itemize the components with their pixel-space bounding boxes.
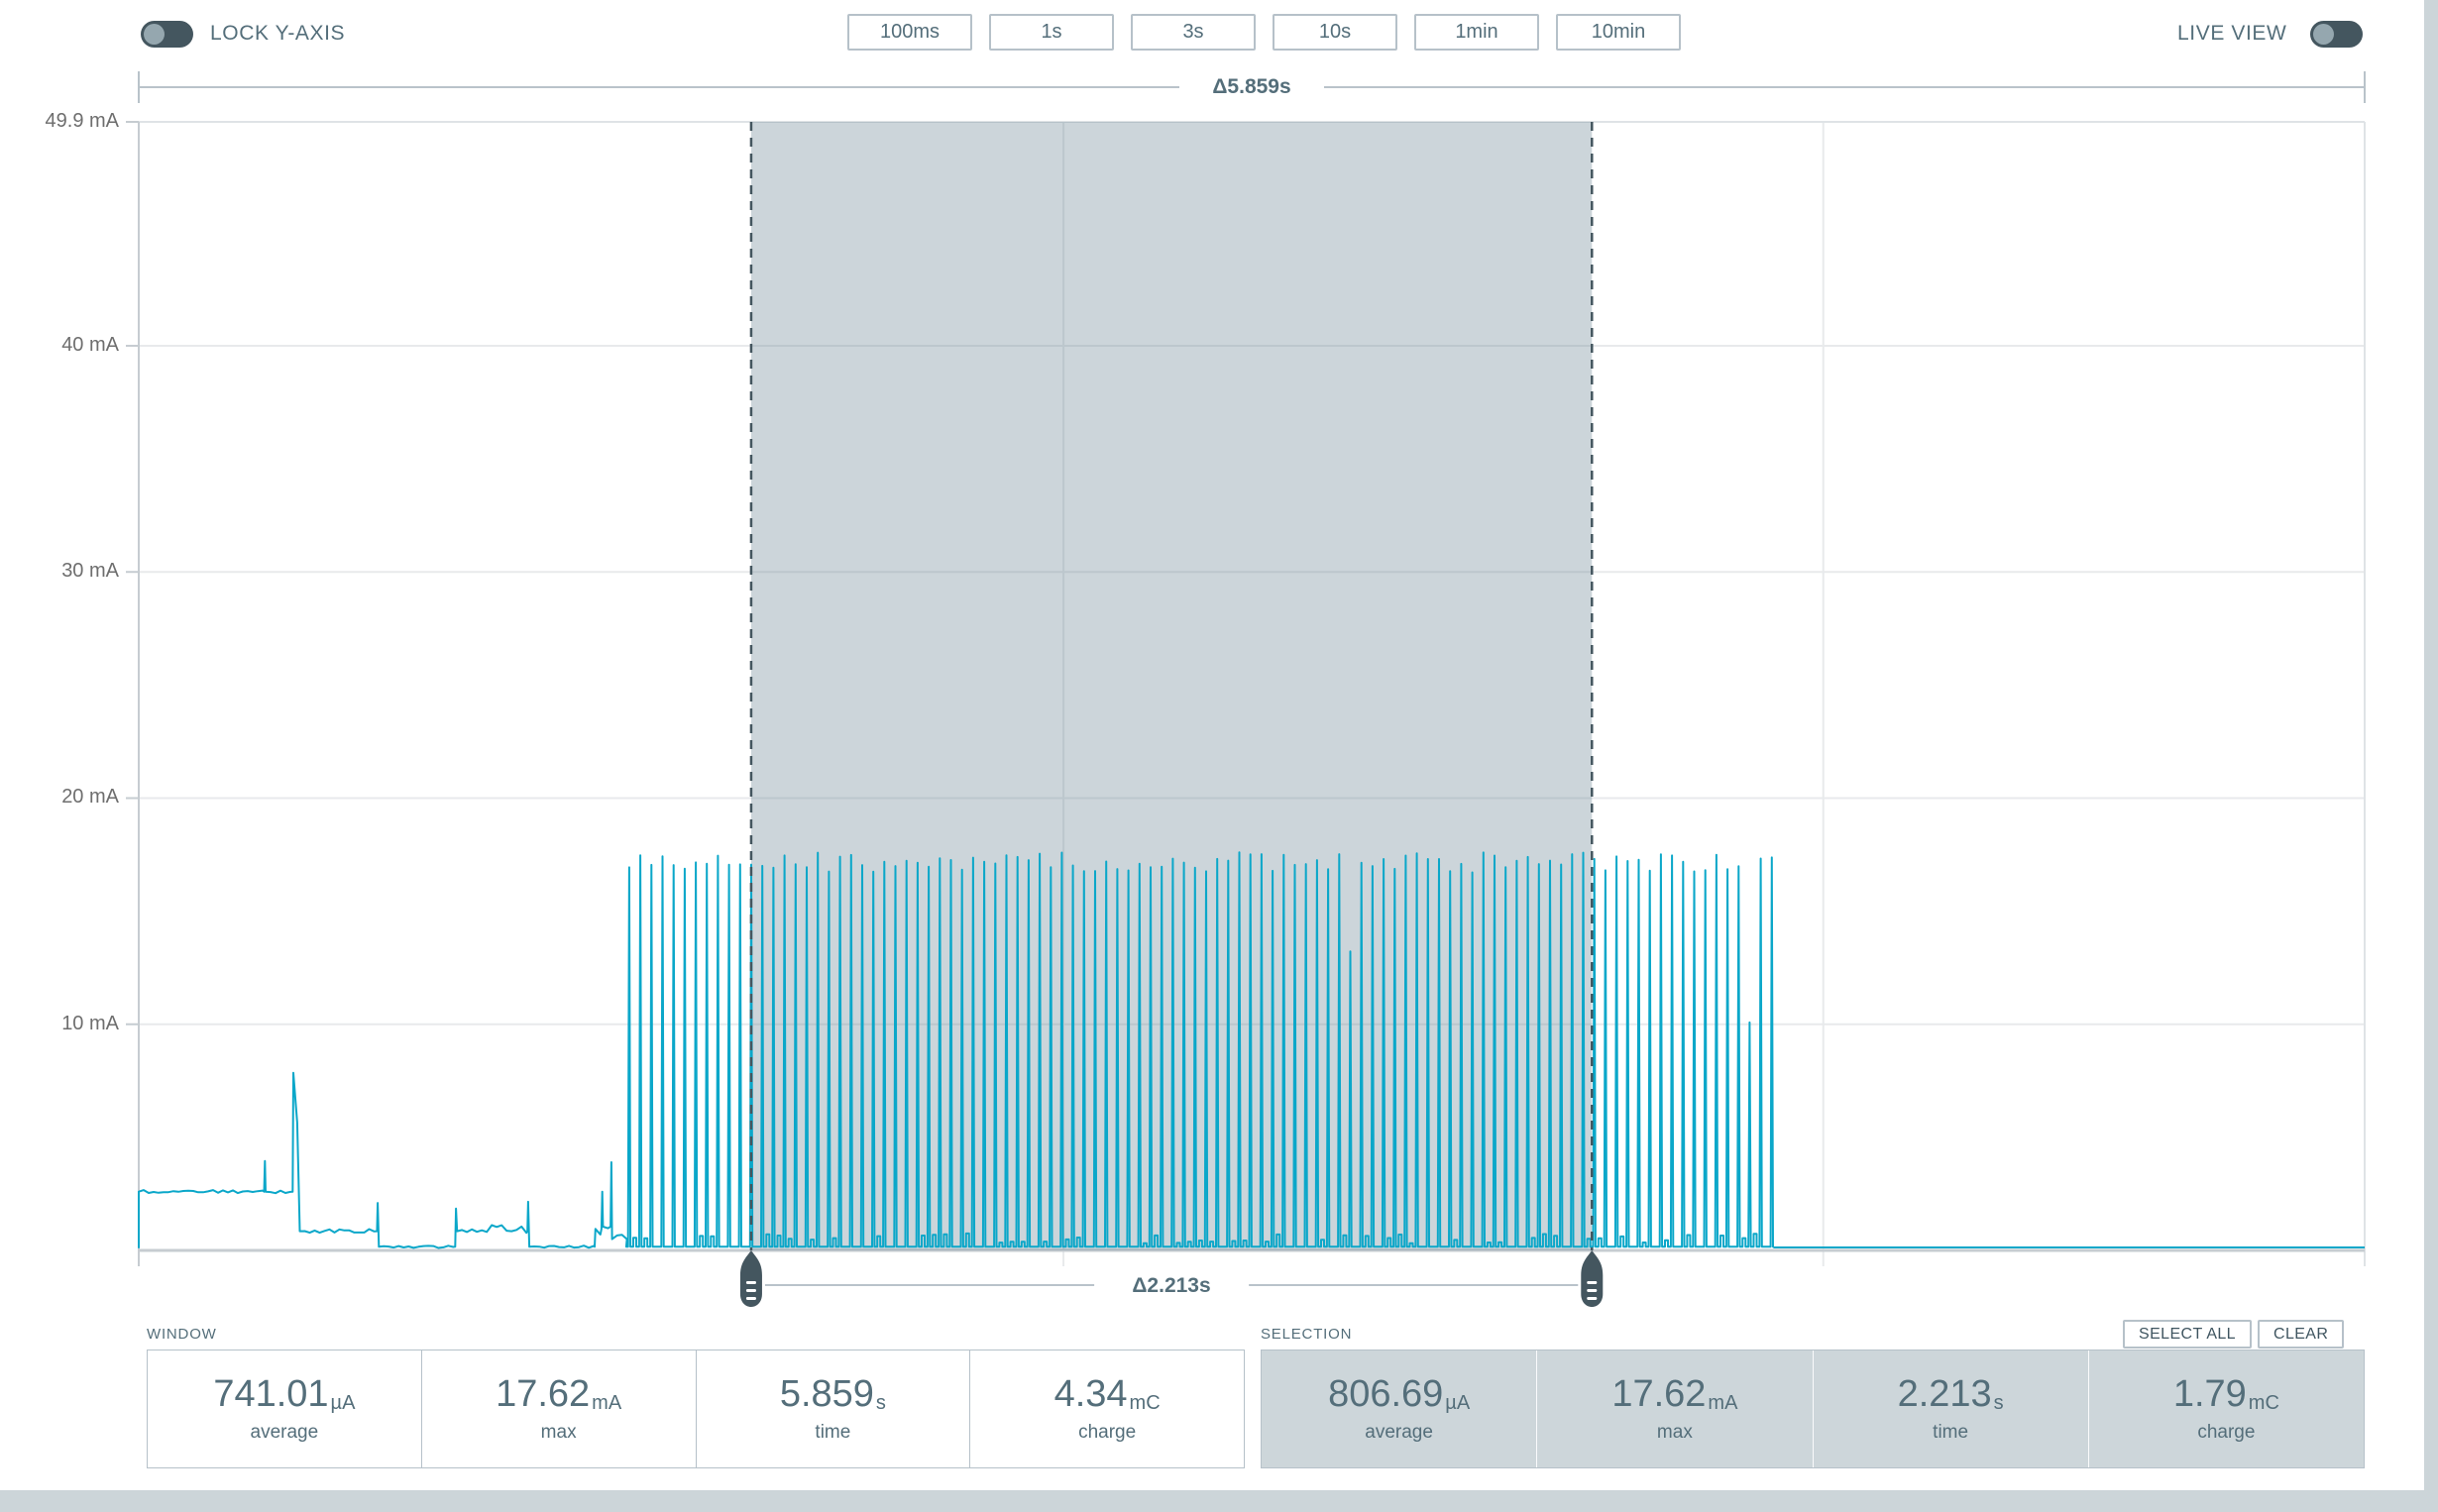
live-view-toggle[interactable] <box>2310 21 2363 48</box>
stat-value-unit: mA <box>592 1391 622 1414</box>
stat-label: time <box>1933 1421 1969 1443</box>
live-view-label: LIVE VIEW <box>2177 22 2287 45</box>
selection-handle-right[interactable] <box>1581 1250 1604 1307</box>
handle-grip-line <box>745 1297 756 1300</box>
vertical-scrollbar[interactable] <box>2424 0 2438 1490</box>
live-view-toggle-knob <box>2313 24 2334 45</box>
selection-stat-max: 17.62 mA max <box>1536 1350 1812 1467</box>
selection-stats-panel: 806.69 µA average 17.62 mA max 2.213 s time 1.79 m… <box>1261 1350 2365 1468</box>
range-button-3s[interactable]: 3s <box>1131 14 1256 51</box>
stat-label: max <box>1656 1421 1693 1443</box>
selection-handle-left[interactable] <box>739 1250 762 1307</box>
clear-button[interactable]: CLEAR <box>2257 1320 2345 1349</box>
select-all-button[interactable]: SELECT ALL <box>2123 1320 2252 1349</box>
range-button-10s[interactable]: 10s <box>1273 14 1397 51</box>
handle-grip-line <box>745 1281 756 1284</box>
selection-actions: SELECT ALL CLEAR <box>2123 1320 2345 1349</box>
range-button-100ms[interactable]: 100ms <box>847 14 972 51</box>
stat-value-number: 17.62 <box>1611 1372 1707 1415</box>
stat-value-number: 4.34 <box>1053 1372 1128 1415</box>
stat-value-number: 741.01 <box>213 1372 329 1415</box>
selection-stat-time: 2.213 s time <box>1812 1350 2088 1467</box>
stat-label: max <box>540 1421 577 1443</box>
stat-value-unit: µA <box>1445 1391 1471 1414</box>
stat-value-unit: s <box>1993 1391 2004 1414</box>
stat-label: average <box>1365 1421 1433 1443</box>
window-stats-panel: 741.01 µA average 17.62 mA max 5.859 s time 4.34 m… <box>147 1350 1245 1468</box>
y-axis-tick-label: 30 mA <box>61 560 119 583</box>
range-button-10min[interactable]: 10min <box>1556 14 1681 51</box>
handle-grip-line <box>1587 1297 1598 1300</box>
stat-label: average <box>250 1421 319 1443</box>
y-axis-tick-label: 49.9 mA <box>45 110 119 132</box>
selection-panel-caption: SELECTION <box>1261 1326 1353 1343</box>
current-waveform <box>138 851 2365 1249</box>
stat-value-number: 1.79 <box>2172 1372 2247 1415</box>
range-button-1min[interactable]: 1min <box>1414 14 1539 51</box>
window-stat-average: 741.01 µA average <box>148 1350 421 1467</box>
stat-value-unit: µA <box>330 1391 356 1414</box>
lock-y-axis-toggle[interactable] <box>141 21 193 48</box>
window-stat-charge: 4.34 mC charge <box>969 1350 1244 1467</box>
window-stat-max: 17.62 mA max <box>420 1350 696 1467</box>
y-axis-tick-label: 10 mA <box>61 1012 119 1034</box>
lock-y-axis-toggle-knob <box>144 24 165 45</box>
handle-grip-line <box>1587 1289 1598 1292</box>
time-window-button-row: 100ms 1s 3s 10s 1min 10min <box>847 14 1681 51</box>
stat-value-number: 2.213 <box>1897 1372 1992 1415</box>
selection-delta-label: Δ2.213s <box>1132 1274 1211 1297</box>
stat-value-number: 5.859 <box>779 1372 874 1415</box>
window-panel-caption: WINDOW <box>147 1326 217 1343</box>
stat-label: charge <box>1078 1421 1137 1443</box>
horizontal-scrollbar[interactable] <box>0 1490 2438 1512</box>
window-delta-label: Δ5.859s <box>1212 75 1291 98</box>
lock-y-axis-label: LOCK Y-AXIS <box>210 22 346 45</box>
range-button-1s[interactable]: 1s <box>989 14 1114 51</box>
stat-label: time <box>815 1421 851 1443</box>
handle-grip-line <box>1587 1281 1598 1284</box>
stat-value-unit: mA <box>1708 1391 1738 1414</box>
y-axis-tick-label: 40 mA <box>61 333 119 356</box>
stat-value-number: 17.62 <box>496 1372 591 1415</box>
stat-value-unit: s <box>875 1391 886 1414</box>
stat-value-unit: mC <box>2248 1391 2279 1414</box>
handle-grip-line <box>745 1289 756 1292</box>
window-stat-time: 5.859 s time <box>695 1350 970 1467</box>
stat-label: charge <box>2197 1421 2256 1443</box>
selection-stat-charge: 1.79 mC charge <box>2087 1350 2364 1467</box>
y-axis-tick-label: 20 mA <box>61 786 119 809</box>
stat-value-number: 806.69 <box>1328 1372 1444 1415</box>
stat-value-unit: mC <box>1129 1391 1161 1414</box>
selection-stat-average: 806.69 µA average <box>1262 1350 1536 1467</box>
